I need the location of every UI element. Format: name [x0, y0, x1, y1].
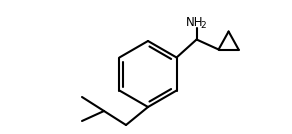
Text: 2: 2 [201, 21, 206, 30]
Text: NH: NH [186, 16, 203, 29]
